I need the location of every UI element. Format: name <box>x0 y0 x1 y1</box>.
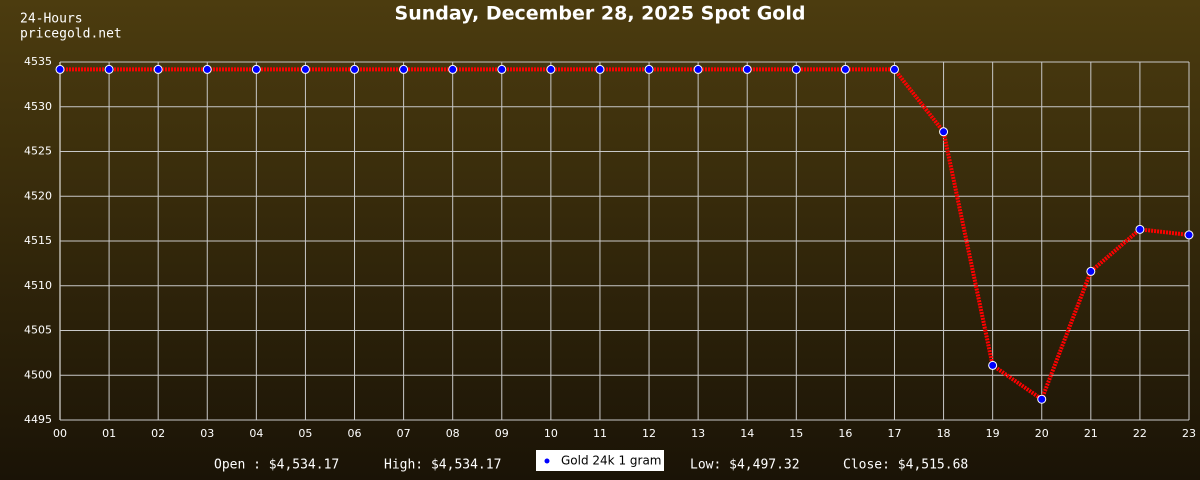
x-tick-label: 16 <box>838 427 852 440</box>
stat-close: Close: $4,515.68 <box>843 458 968 473</box>
x-tick-label: 03 <box>200 427 214 440</box>
data-point <box>644 64 654 74</box>
x-tick-label: 04 <box>249 427 263 440</box>
y-tick-label: 4505 <box>24 324 52 337</box>
x-tick-label: 00 <box>53 427 67 440</box>
data-point <box>251 64 261 74</box>
data-point <box>988 360 998 370</box>
x-tick-label: 17 <box>887 427 901 440</box>
header-label: 24-Hours <box>20 12 83 27</box>
x-tick-label: 13 <box>691 427 705 440</box>
x-tick-label: 08 <box>446 427 460 440</box>
x-tick-label: 14 <box>740 427 754 440</box>
x-tick-label: 19 <box>986 427 1000 440</box>
y-tick-label: 4530 <box>24 100 52 113</box>
data-point <box>350 64 360 74</box>
data-point <box>1037 394 1047 404</box>
data-point <box>939 127 949 137</box>
x-tick-label: 06 <box>348 427 362 440</box>
x-tick-label: 12 <box>642 427 656 440</box>
x-tick-label: 01 <box>102 427 116 440</box>
x-tick-label: 10 <box>544 427 558 440</box>
stat-high: High: $4,534.17 <box>384 458 501 473</box>
y-tick-label: 4525 <box>24 145 52 158</box>
x-tick-label: 18 <box>937 427 951 440</box>
legend <box>536 450 664 471</box>
data-point <box>153 64 163 74</box>
data-point <box>202 64 212 74</box>
data-point <box>889 64 899 74</box>
series-line <box>60 67 1190 403</box>
data-point <box>1184 230 1194 240</box>
data-point <box>300 64 310 74</box>
x-tick-label: 20 <box>1035 427 1049 440</box>
data-point <box>791 64 801 74</box>
y-tick-label: 4535 <box>24 55 52 68</box>
data-point <box>693 64 703 74</box>
stat-open: Open : $4,534.17 <box>214 458 339 473</box>
y-tick-label: 4515 <box>24 234 52 247</box>
y-tick-label: 4495 <box>24 413 52 426</box>
x-tick-label: 15 <box>789 427 803 440</box>
data-point <box>742 64 752 74</box>
data-point <box>104 64 114 74</box>
x-tick-label: 05 <box>298 427 312 440</box>
x-tick-label: 09 <box>495 427 509 440</box>
x-tick-label: 22 <box>1133 427 1147 440</box>
data-point <box>448 64 458 74</box>
data-point <box>399 64 409 74</box>
x-tick-label: 07 <box>397 427 411 440</box>
y-tick-label: 4500 <box>24 368 52 381</box>
x-tick-label: 23 <box>1182 427 1196 440</box>
stat-low: Low: $4,497.32 <box>690 458 800 473</box>
x-tick-label: 21 <box>1084 427 1098 440</box>
data-point <box>497 64 507 74</box>
site-name: pricegold.net <box>20 27 122 42</box>
legend-marker <box>544 458 550 464</box>
x-tick-label: 02 <box>151 427 165 440</box>
legend-label: Gold 24k 1 gram <box>561 454 661 468</box>
chart-title: Sunday, December 28, 2025 Spot Gold <box>395 3 806 25</box>
data-point <box>595 64 605 74</box>
data-point <box>55 64 65 74</box>
data-point <box>1086 266 1096 276</box>
y-tick-label: 4520 <box>24 189 52 202</box>
x-tick-label: 11 <box>593 427 607 440</box>
data-point <box>1135 224 1145 234</box>
data-point <box>546 64 556 74</box>
data-point <box>840 64 850 74</box>
y-tick-label: 4510 <box>24 279 52 292</box>
